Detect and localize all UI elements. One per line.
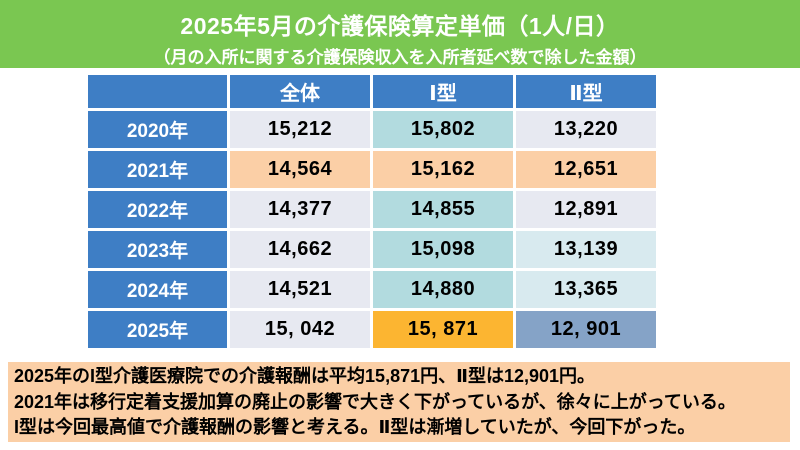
cell-2022-type1: 14,855 [373, 191, 513, 228]
row-header-2023: 2023年 [88, 231, 227, 268]
column-header-zentai: 全体 [230, 75, 370, 108]
cell-2020-zentai: 15,212 [230, 111, 370, 148]
row-header-2025: 2025年 [88, 311, 227, 348]
cell-2023-type1: 15,098 [373, 231, 513, 268]
cell-2021-type2: 12,651 [516, 151, 656, 188]
row-header-2024: 2024年 [88, 271, 227, 308]
table-row-2020: 2020年 15,212 15,802 13,220 [88, 111, 656, 148]
corner-cell [88, 75, 227, 108]
cell-2022-type2: 12,891 [516, 191, 656, 228]
cell-2024-type1: 14,880 [373, 271, 513, 308]
cell-2020-type2: 13,220 [516, 111, 656, 148]
title-banner: 2025年5月の介護保険算定単価（1人/日） （月の入所に関する介護保険収入を入… [0, 0, 800, 68]
row-header-2020: 2020年 [88, 111, 227, 148]
cell-2023-zentai: 14,662 [230, 231, 370, 268]
cell-2022-zentai: 14,377 [230, 191, 370, 228]
table-row-2023: 2023年 14,662 15,098 13,139 [88, 231, 656, 268]
cell-2020-type1: 15,802 [373, 111, 513, 148]
cell-2023-type2: 13,139 [516, 231, 656, 268]
row-header-2022: 2022年 [88, 191, 227, 228]
column-header-type1: Ⅰ型 [373, 75, 513, 108]
table-row-2025: 2025年 15, 042 15, 871 12, 901 [88, 311, 656, 348]
cell-2025-zentai: 15, 042 [230, 311, 370, 348]
cell-2021-type1: 15,162 [373, 151, 513, 188]
note-line-3: I型は今回最高値で介護報酬の影響と考える。Ⅱ型は漸増していたが、今回下がった。 [14, 417, 696, 437]
cell-2021-zentai: 14,564 [230, 151, 370, 188]
column-header-type2: Ⅱ型 [516, 75, 656, 108]
slide-subtitle: （月の入所に関する介護保険収入を入所者延べ数で除した金額） [153, 48, 647, 67]
slide-title: 2025年5月の介護保険算定単価（1人/日） [180, 13, 620, 39]
cell-2024-zentai: 14,521 [230, 271, 370, 308]
header-row: 全体 Ⅰ型 Ⅱ型 [88, 75, 656, 108]
table-row-2024: 2024年 14,521 14,880 13,365 [88, 271, 656, 308]
note-line-1: 2025年のI型介護医療院での介護報酬は平均15,871円、Ⅱ型は12,901円… [14, 366, 596, 386]
table-row-2021: 2021年 14,564 15,162 12,651 [88, 151, 656, 188]
row-header-2021: 2021年 [88, 151, 227, 188]
price-table: 全体 Ⅰ型 Ⅱ型 2020年 15,212 15,802 13,220 2021… [85, 72, 659, 351]
cell-2024-type2: 13,365 [516, 271, 656, 308]
notes-box: 2025年のI型介護医療院での介護報酬は平均15,871円、Ⅱ型は12,901円… [8, 362, 790, 442]
note-line-2: 2021年は移行定着支援加算の廃止の影響で大きく下がっているが、徐々に上がってい… [14, 391, 736, 412]
cell-2025-type1: 15, 871 [373, 311, 513, 348]
table-row-2022: 2022年 14,377 14,855 12,891 [88, 191, 656, 228]
cell-2025-type2: 12, 901 [516, 311, 656, 348]
